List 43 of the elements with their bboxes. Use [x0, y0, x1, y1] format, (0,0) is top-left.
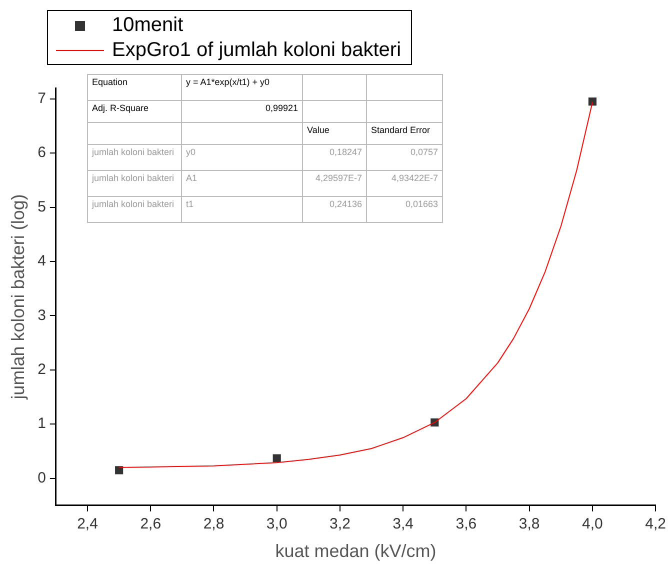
text: y = A1*exp(x/t1) + y0 — [182, 74, 302, 100]
annotation: 0,99921 — [182, 100, 302, 122]
annotation: 4,93422E-7 — [366, 170, 442, 196]
x-axis-title: kuat medan (kV/cm) — [275, 541, 436, 562]
x-tick-label: 3,2 — [330, 516, 350, 533]
annotation: Adj. R-Square — [88, 100, 182, 122]
annotation: jumlah koloni bakteri — [88, 144, 182, 170]
annotation: Standard Error — [366, 122, 442, 144]
legend-label: 10menit — [112, 13, 184, 38]
annotation: t1 — [182, 196, 302, 222]
annotation: jumlah koloni bakteri — [88, 196, 182, 222]
y-tick-label: 3 — [38, 306, 46, 324]
x-tick-label: 3,8 — [518, 516, 540, 533]
y-tick-label: 7 — [38, 90, 46, 107]
point — [272, 454, 281, 462]
y-tick-label: 5 — [38, 198, 46, 216]
y-tick-label: 2 — [38, 361, 46, 378]
y-tick-label: 4 — [38, 252, 46, 270]
annotation: y0 — [182, 144, 302, 170]
y-tick-label: 0 — [38, 469, 46, 486]
x-tick-label: 3,6 — [456, 516, 477, 533]
annotation: 0,24136 — [302, 196, 366, 222]
x-tick-label: 4,2 — [645, 516, 666, 533]
annotation: A1 — [182, 170, 302, 196]
annotation: 0,0757 — [366, 144, 442, 170]
annotation: 0,01663 — [366, 196, 442, 222]
x-tick-label: 3,4 — [392, 516, 414, 533]
x-tick-label: 3,0 — [266, 516, 288, 533]
y-tick-label: 6 — [38, 144, 46, 162]
text: Equation — [88, 74, 182, 100]
point — [115, 466, 124, 474]
x-tick-label: 2,4 — [77, 516, 98, 533]
annotation: Value — [302, 122, 366, 144]
x-tick-label: 4,0 — [582, 516, 603, 533]
y-tick-label: 1 — [38, 415, 46, 432]
annotation: jumlah koloni bakteri — [88, 170, 182, 196]
legend-label: ExpGro1 of jumlah koloni bakteri — [112, 38, 402, 63]
point — [588, 98, 596, 106]
annotation: 4,29597E-7 — [302, 170, 366, 196]
x-tick-label: 2,8 — [203, 516, 224, 533]
annotation: 0,18247 — [302, 144, 366, 170]
y-axis-title: jumlah koloni bakteri (log) — [8, 194, 28, 400]
x-tick-label: 2,6 — [140, 516, 162, 533]
